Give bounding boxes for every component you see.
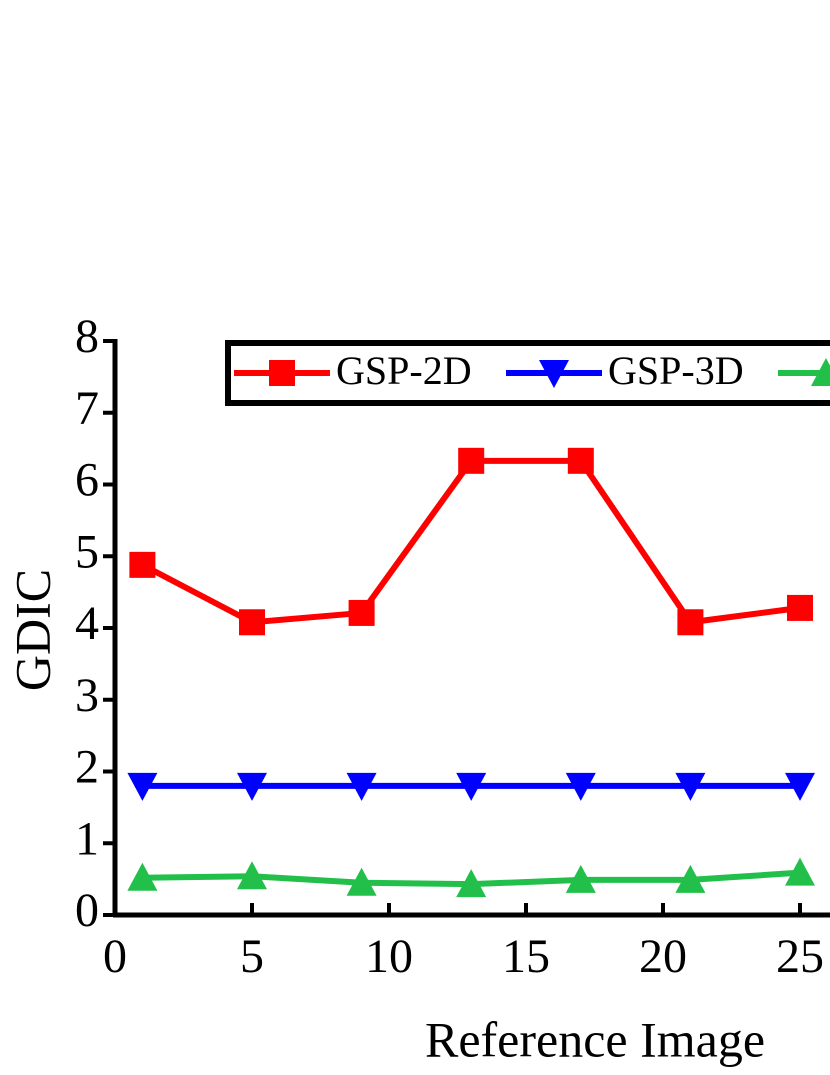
legend-marker [269, 360, 295, 386]
marker [456, 869, 487, 898]
marker [127, 862, 158, 891]
legend-marker [811, 358, 830, 386]
x-tick-label: 10 [365, 930, 413, 983]
x-axis-label: Reference Image [425, 1011, 765, 1067]
marker [787, 594, 813, 621]
marker [675, 864, 706, 893]
marker [675, 772, 706, 801]
marker [785, 772, 815, 801]
x-tick-label: 5 [240, 930, 264, 983]
marker [237, 861, 267, 890]
x-tick-label: 15 [502, 930, 550, 983]
marker [239, 609, 265, 636]
y-tick-label: 0 [75, 884, 99, 937]
marker [456, 772, 487, 801]
marker [127, 772, 158, 801]
x-tick-label: 0 [103, 930, 127, 983]
marker [567, 447, 594, 474]
marker [677, 609, 704, 636]
marker [348, 599, 375, 626]
y-tick-label: 3 [75, 669, 99, 722]
marker [565, 772, 596, 801]
x-tick-label: 25 [776, 930, 824, 983]
marker [129, 551, 156, 578]
y-tick-label: 5 [75, 525, 99, 578]
legend-marker [539, 360, 569, 388]
y-axis-label: GDIC [4, 569, 60, 691]
y-tick-label: 8 [75, 310, 99, 363]
marker [346, 867, 377, 896]
marker [346, 772, 377, 801]
y-tick-label: 6 [75, 454, 99, 507]
y-tick-label: 4 [75, 597, 99, 650]
legend-label: GSP-3D [608, 348, 744, 393]
marker [565, 864, 596, 893]
y-tick-label: 2 [75, 741, 99, 794]
marker [785, 857, 815, 886]
y-tick-label: 1 [75, 812, 99, 865]
series-line [141, 457, 801, 626]
legend-label: GSP-2D [336, 348, 472, 393]
marker [458, 447, 485, 474]
y-tick-label: 7 [75, 382, 99, 435]
marker [237, 772, 267, 801]
x-tick-label: 20 [639, 930, 687, 983]
